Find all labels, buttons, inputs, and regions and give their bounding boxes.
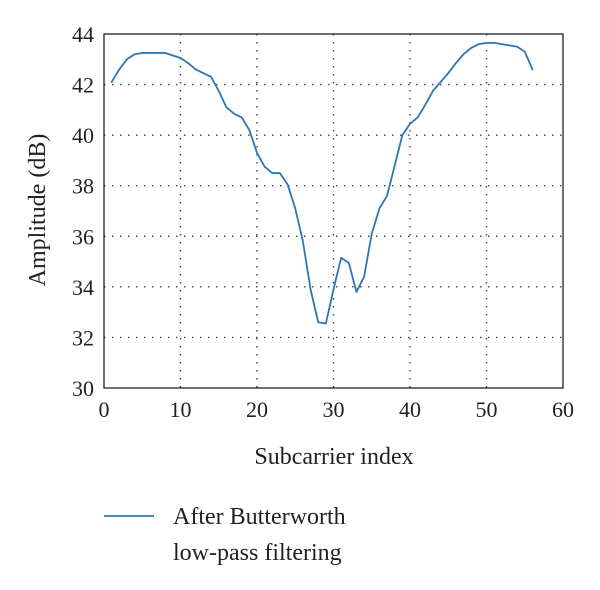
y-tick-label: 30 <box>72 376 94 401</box>
x-axis-label: Subcarrier index <box>254 444 413 470</box>
y-tick-label: 34 <box>72 275 94 300</box>
y-tick-label: 38 <box>72 174 94 199</box>
x-tick-label: 0 <box>99 397 110 422</box>
x-tick-label: 30 <box>323 397 345 422</box>
y-axis-label: Amplitude (dB) <box>25 134 51 287</box>
plot-frame <box>103 33 564 389</box>
legend-label-line-1: After Butterworth <box>173 504 346 530</box>
legend-label-line-2: low-pass filtering <box>173 540 342 566</box>
grid-lines <box>104 34 563 388</box>
x-tick-label: 40 <box>399 397 421 422</box>
y-tick-label: 42 <box>72 73 94 98</box>
y-tick-label: 32 <box>72 325 94 350</box>
series-line-butterworth <box>110 41 534 325</box>
x-tick-label: 10 <box>170 397 192 422</box>
legend: After Butterworth low-pass filtering <box>104 504 346 566</box>
x-axis-ticks: 0 10 20 30 40 50 60 <box>99 397 575 422</box>
x-tick-label: 60 <box>552 397 574 422</box>
x-tick-label: 50 <box>476 397 498 422</box>
y-tick-label: 36 <box>72 224 94 249</box>
y-axis-ticks: 30 32 34 36 38 40 42 44 <box>72 22 94 401</box>
y-tick-label: 44 <box>72 22 94 47</box>
x-tick-label: 20 <box>246 397 268 422</box>
y-tick-label: 40 <box>72 123 94 148</box>
